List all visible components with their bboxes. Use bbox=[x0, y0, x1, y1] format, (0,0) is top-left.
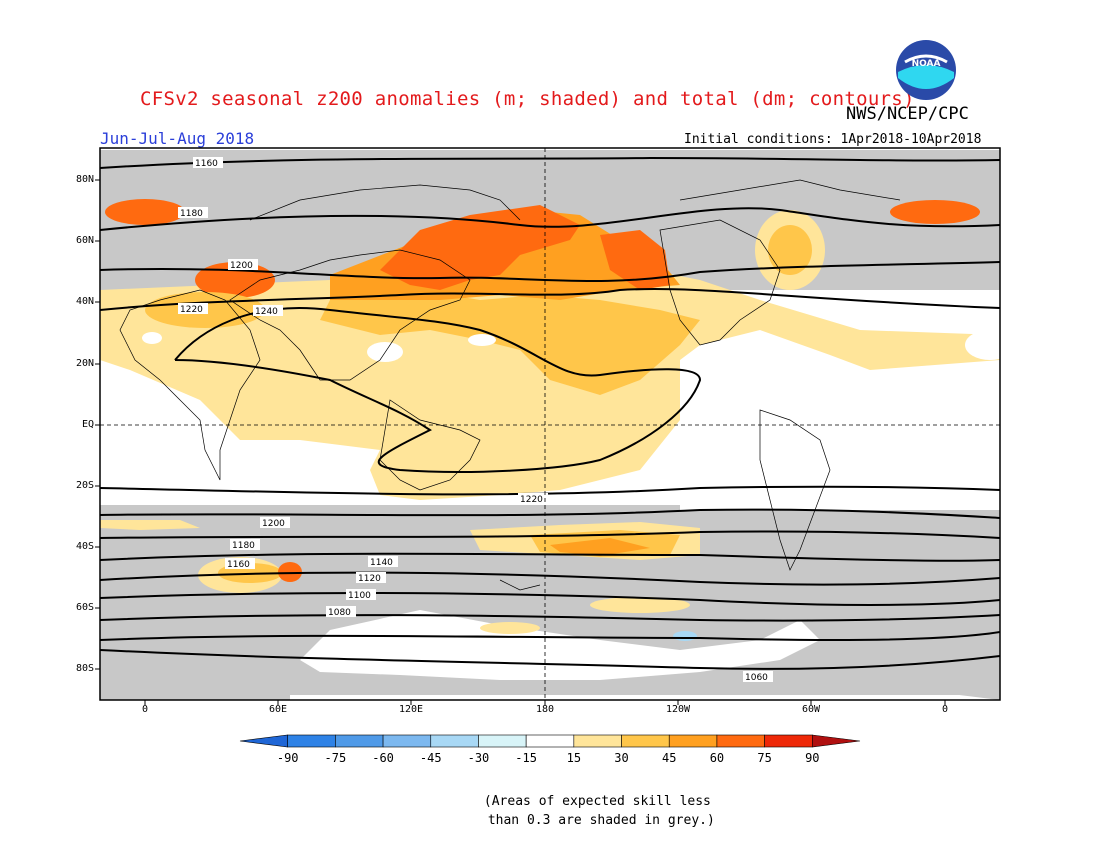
colorbar-segment bbox=[382, 734, 432, 748]
colorbar-segment bbox=[812, 734, 861, 748]
colorbar-segment bbox=[573, 734, 622, 748]
svg-text:1160: 1160 bbox=[227, 560, 250, 570]
svg-text:1180: 1180 bbox=[180, 209, 203, 219]
skill-footnote: (Areas of expected skill less than 0.3 a… bbox=[483, 794, 715, 828]
colorbar-tick-label: -45 bbox=[419, 751, 442, 765]
noaa-logo: NOAA bbox=[896, 40, 956, 100]
colorbar-tick-label: -30 bbox=[467, 751, 490, 765]
lon-tick: 0 bbox=[941, 704, 949, 715]
svg-text:1200: 1200 bbox=[262, 519, 285, 529]
svg-text:1060: 1060 bbox=[745, 673, 768, 683]
colorbar-tick-label: -60 bbox=[372, 751, 394, 765]
contour-lines bbox=[100, 156, 1000, 670]
colorbar-segment bbox=[478, 734, 527, 748]
colorbar-tick-label: -90 bbox=[276, 751, 299, 765]
svg-text:1200: 1200 bbox=[230, 261, 253, 271]
colorbar-tick-label: 90 bbox=[805, 751, 820, 765]
svg-text:1160: 1160 bbox=[195, 159, 218, 169]
colorbar-tick-label: 45 bbox=[661, 751, 677, 765]
lon-tick: 0 bbox=[141, 704, 149, 715]
svg-text:1240: 1240 bbox=[255, 307, 278, 317]
lon-tick: 120W bbox=[665, 704, 691, 715]
lon-tick: 60E bbox=[268, 704, 288, 715]
svg-text:1140: 1140 bbox=[370, 558, 393, 568]
lat-tick: 20S bbox=[75, 480, 94, 491]
svg-text:1180: 1180 bbox=[232, 541, 255, 551]
colorbar-tick-label: 75 bbox=[757, 751, 772, 765]
colorbar bbox=[239, 734, 861, 748]
colorbar-segment bbox=[668, 734, 718, 748]
colorbar-segment bbox=[287, 734, 336, 748]
lon-tick: 180 bbox=[535, 704, 555, 715]
svg-text:1220: 1220 bbox=[520, 495, 543, 505]
lat-tick: 60S bbox=[75, 602, 94, 613]
map-frame bbox=[99, 147, 1001, 701]
contour-labels: 1160 1180 1200 1220 1240 1220 1200 1180 … bbox=[178, 157, 773, 683]
lat-tick: 60N bbox=[75, 235, 94, 246]
colorbar-segment bbox=[335, 734, 384, 748]
colorbar-tick-label: 30 bbox=[614, 751, 629, 765]
logo-text: NOAA bbox=[912, 59, 941, 69]
colorbar-segment bbox=[716, 734, 765, 748]
colorbar-tick-label: -75 bbox=[324, 751, 347, 765]
agency-label: NWS/NCEP/CPC bbox=[846, 104, 969, 124]
tick-marks bbox=[95, 179, 946, 705]
lat-tick: 80N bbox=[75, 174, 94, 185]
colorbar-segment bbox=[239, 734, 288, 748]
season-label: Jun-Jul-Aug 2018 bbox=[100, 129, 255, 148]
colorbar-tick-label: 15 bbox=[566, 751, 582, 765]
lat-tick: 20N bbox=[75, 358, 94, 369]
chart-title: CFSv2 seasonal z200 anomalies (m; shaded… bbox=[140, 88, 915, 110]
lat-tick: 40S bbox=[75, 541, 94, 552]
colorbar-segment bbox=[525, 734, 575, 748]
initial-conditions-label: Initial conditions: 1Apr2018-10Apr2018 bbox=[684, 132, 982, 147]
lat-tick: EQ bbox=[81, 419, 94, 430]
svg-text:1080: 1080 bbox=[328, 608, 351, 618]
colorbar-tick-label: 60 bbox=[709, 751, 725, 765]
svg-text:1220: 1220 bbox=[180, 305, 203, 315]
lat-tick: 40N bbox=[75, 296, 94, 307]
lat-tick: 80S bbox=[75, 663, 94, 674]
lon-tick: 60W bbox=[801, 704, 821, 715]
svg-text:1120: 1120 bbox=[358, 574, 381, 584]
colorbar-segment bbox=[430, 734, 479, 748]
svg-text:1100: 1100 bbox=[348, 591, 371, 601]
colorbar-segment bbox=[764, 734, 813, 748]
colorbar-segment bbox=[621, 734, 670, 748]
colorbar-tick-label: -15 bbox=[515, 751, 537, 765]
lon-tick: 120E bbox=[398, 704, 424, 715]
